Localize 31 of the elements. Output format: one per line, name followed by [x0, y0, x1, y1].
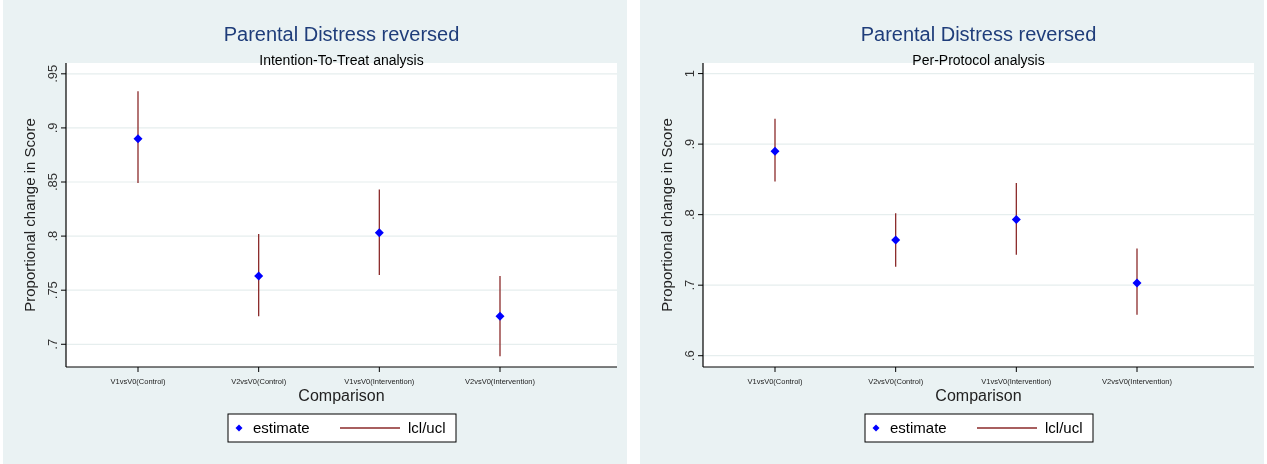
point [133, 134, 143, 144]
y-tick-label: .85 [45, 172, 60, 192]
x-axis-title: Comparison [298, 387, 385, 404]
chart-subtitle: Per-Protocol analysis [912, 52, 1045, 68]
text: lcl/ucl [1045, 419, 1083, 436]
y-tick-label: .95 [45, 64, 60, 83]
chart-subtitle: Intention-To-Treat analysis [259, 52, 424, 68]
y-tick-label: 1 [682, 69, 697, 78]
point [1011, 215, 1021, 225]
y-axis-title: Proportional change in Score [658, 118, 675, 312]
point [374, 228, 384, 238]
y-tick-label: .9 [682, 138, 697, 150]
point [1132, 278, 1142, 288]
y-tick-label: .8 [682, 209, 697, 221]
point [495, 311, 505, 321]
y-axis-title: Proportional change in Score [21, 118, 38, 312]
legend-label: estimate [253, 419, 310, 436]
point [254, 271, 264, 281]
y-tick-label: .8 [45, 230, 60, 242]
chart-title: Parental Distress reversed [223, 23, 460, 45]
legend-label: estimate [890, 419, 947, 436]
chart-title: Parental Distress reversed [860, 23, 1097, 45]
text: lcl/ucl [408, 419, 446, 436]
point [891, 235, 901, 245]
y-tick-label: .7 [45, 338, 60, 350]
y-tick-label: .75 [45, 281, 60, 300]
y-tick-label: .7 [682, 279, 697, 291]
x-axis-title: Comparison [935, 387, 1022, 404]
y-tick-label: .9 [45, 122, 60, 134]
y-tick-label: .6 [682, 350, 697, 362]
point [770, 146, 780, 156]
